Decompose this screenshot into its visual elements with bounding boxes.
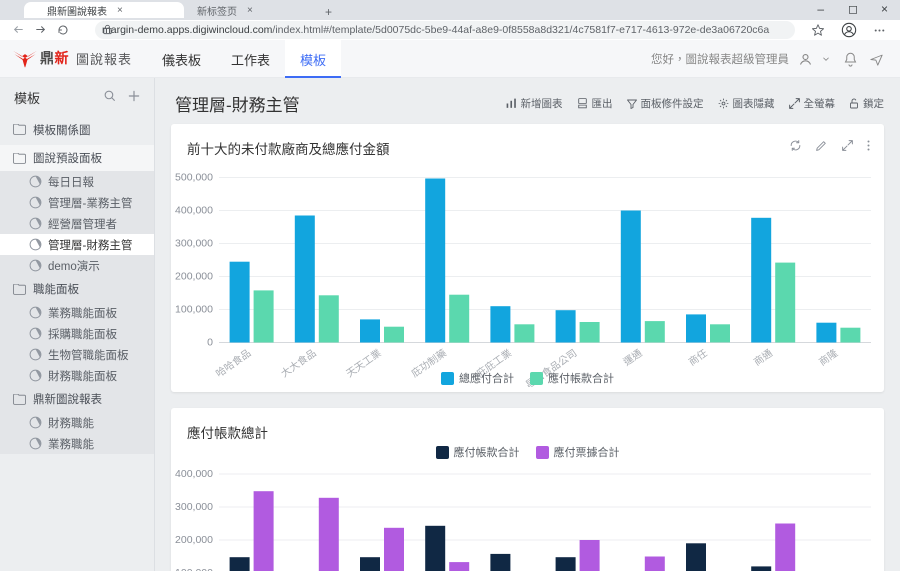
svg-text:0: 0 <box>207 337 213 349</box>
svg-text:商隆: 商隆 <box>816 346 840 368</box>
svg-text:100,000: 100,000 <box>175 304 213 316</box>
svg-text:400,000: 400,000 <box>175 468 213 480</box>
svg-text:500,000: 500,000 <box>175 172 213 184</box>
svg-text:400,000: 400,000 <box>175 205 213 217</box>
svg-text:運通: 運通 <box>621 346 645 368</box>
svg-text:200,000: 200,000 <box>175 271 213 283</box>
svg-text:300,000: 300,000 <box>175 238 213 250</box>
svg-text:100,000: 100,000 <box>175 567 213 571</box>
svg-text:300,000: 300,000 <box>175 501 213 513</box>
svg-text:商任: 商任 <box>686 346 710 368</box>
svg-text:商通: 商通 <box>751 346 775 368</box>
svg-text:200,000: 200,000 <box>175 534 213 546</box>
